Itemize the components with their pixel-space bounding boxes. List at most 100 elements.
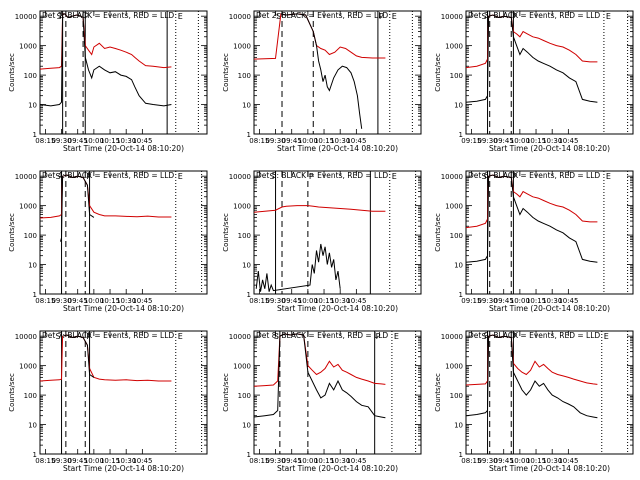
events-series-line xyxy=(466,334,598,419)
x-tick-label: 08:15 xyxy=(249,297,269,305)
x-tick-label: 10:45 xyxy=(346,137,366,145)
event-label: P xyxy=(512,12,517,21)
y-tick-label: 10 xyxy=(28,422,37,430)
x-tick-label: 10:30 xyxy=(330,297,350,305)
detector-panel: 1 10 100 1000 10000 08:1509:3009:4510:0010:15… xyxy=(222,330,422,473)
y-tick-label: 10 xyxy=(242,102,251,110)
y-tick-label: 100 xyxy=(450,392,463,400)
x-axis-label: Start Time (20-Oct-14 08:10:20) xyxy=(277,464,398,473)
y-tick-label: 1 xyxy=(247,291,251,299)
panel-title: Det 6: BLACK = Events, RED = LLD xyxy=(468,171,600,180)
event-label: S xyxy=(56,332,61,341)
y-tick-label: 10000 xyxy=(229,13,251,21)
y-tick-label: 100 xyxy=(238,72,251,80)
detector-panel: 1 10 100 1000 10000 08:1509:3009:4510:0010:15… xyxy=(8,10,208,153)
x-tick-label: 10:15 xyxy=(100,297,120,305)
y-axis-label: Counts/sec xyxy=(434,213,442,252)
y-tick-label: 10000 xyxy=(15,173,37,181)
y-axis-label: Counts/sec xyxy=(222,213,230,252)
event-label: E xyxy=(604,332,609,341)
x-tick-label: 09:30 xyxy=(265,297,285,305)
x-tick-label: 09:45 xyxy=(282,457,302,465)
x-tick-label: 09:30 xyxy=(477,297,497,305)
x-tick-label: 09:30 xyxy=(477,457,497,465)
x-tick-label: 10:30 xyxy=(542,457,562,465)
x-tick-label: 10:15 xyxy=(100,457,120,465)
event-label: S xyxy=(276,12,281,21)
y-tick-label: 100 xyxy=(450,232,463,240)
y-tick-label: 10 xyxy=(454,422,463,430)
y-tick-label: 1000 xyxy=(445,43,463,51)
x-tick-label: 10:30 xyxy=(116,137,136,145)
y-tick-label: 100 xyxy=(238,232,251,240)
event-label: E xyxy=(178,172,183,181)
x-tick-label: 10:45 xyxy=(132,457,152,465)
y-tick-label: 1 xyxy=(459,291,463,299)
event-label: S xyxy=(482,12,487,21)
event-label: S xyxy=(56,172,61,181)
x-tick-label: 10:00 xyxy=(84,297,104,305)
plot-frame xyxy=(39,330,208,455)
plot-frame xyxy=(465,330,634,455)
x-tick-label: 10:30 xyxy=(542,137,562,145)
x-tick-label: 09:45 xyxy=(282,137,302,145)
lld-series-line xyxy=(40,174,172,219)
y-tick-label: 10000 xyxy=(441,13,463,21)
detector-panel: 1 10 100 1000 10000 08:1509:3009:4510:0010:15… xyxy=(8,330,208,473)
x-tick-label: 10:00 xyxy=(298,297,318,305)
event-label: P xyxy=(84,12,89,21)
event-label: S xyxy=(274,332,279,341)
event-label: E xyxy=(178,12,183,21)
event-label: P xyxy=(86,172,91,181)
y-tick-label: 1 xyxy=(33,451,37,459)
y-tick-label: 1000 xyxy=(19,363,37,371)
events-series-line xyxy=(60,174,95,242)
events-series-line xyxy=(62,334,95,378)
y-tick-label: 1 xyxy=(459,131,463,139)
panel-title: Det 9: BLACK = Events, RED = LLD xyxy=(468,331,600,340)
x-tick-label: 10:15 xyxy=(526,457,546,465)
y-tick-label: 10 xyxy=(454,102,463,110)
x-tick-label: 10:00 xyxy=(84,137,104,145)
x-tick-label: 10:45 xyxy=(132,137,152,145)
y-tick-label: 100 xyxy=(24,232,37,240)
x-tick-label: 10:30 xyxy=(116,457,136,465)
x-tick-label: 10:15 xyxy=(526,137,546,145)
x-tick-label: 10:00 xyxy=(298,137,318,145)
x-tick-label: 08:15 xyxy=(461,457,481,465)
panel-title: Det 3: BLACK = Events, RED = LLD xyxy=(468,11,600,20)
x-axis-label: Start Time (20-Oct-14 08:10:20) xyxy=(277,304,398,313)
event-label: P xyxy=(512,332,517,341)
y-tick-label: 10000 xyxy=(441,333,463,341)
y-tick-label: 1000 xyxy=(233,43,251,51)
x-tick-label: 10:15 xyxy=(314,137,334,145)
x-axis-label: Start Time (20-Oct-14 08:10:20) xyxy=(489,304,610,313)
x-tick-label: 09:30 xyxy=(51,137,71,145)
y-tick-label: 1000 xyxy=(445,203,463,211)
y-tick-label: 10000 xyxy=(441,173,463,181)
plot-frame xyxy=(253,170,422,295)
x-tick-label: 10:00 xyxy=(510,137,530,145)
x-tick-label: 09:30 xyxy=(51,457,71,465)
y-tick-label: 1 xyxy=(33,131,37,139)
lld-series-line xyxy=(40,334,172,382)
events-series-line xyxy=(40,13,172,107)
x-tick-label: 09:45 xyxy=(68,297,88,305)
detector-panel: 1 10 100 1000 10000 09:1509:3009:4510:0010:15… xyxy=(434,10,634,153)
event-label: E xyxy=(394,332,399,341)
x-tick-label: 09:30 xyxy=(51,297,71,305)
y-tick-label: 1 xyxy=(247,451,251,459)
plot-frame xyxy=(465,170,634,295)
y-tick-label: 10000 xyxy=(15,333,37,341)
event-label: S xyxy=(57,12,62,21)
x-tick-label: 09:45 xyxy=(494,297,514,305)
lld-series-line xyxy=(254,13,386,60)
x-tick-label: 08:15 xyxy=(249,137,269,145)
y-axis-label: Counts/sec xyxy=(8,213,16,252)
y-tick-label: 100 xyxy=(24,72,37,80)
x-tick-label: 10:15 xyxy=(314,297,334,305)
x-tick-label: 10:30 xyxy=(542,297,562,305)
x-tick-label: 10:45 xyxy=(346,297,366,305)
detector-panel: 1 10 100 1000 10000 08:1509:3009:4510:0010:15… xyxy=(434,330,634,473)
event-label: P xyxy=(379,12,384,21)
